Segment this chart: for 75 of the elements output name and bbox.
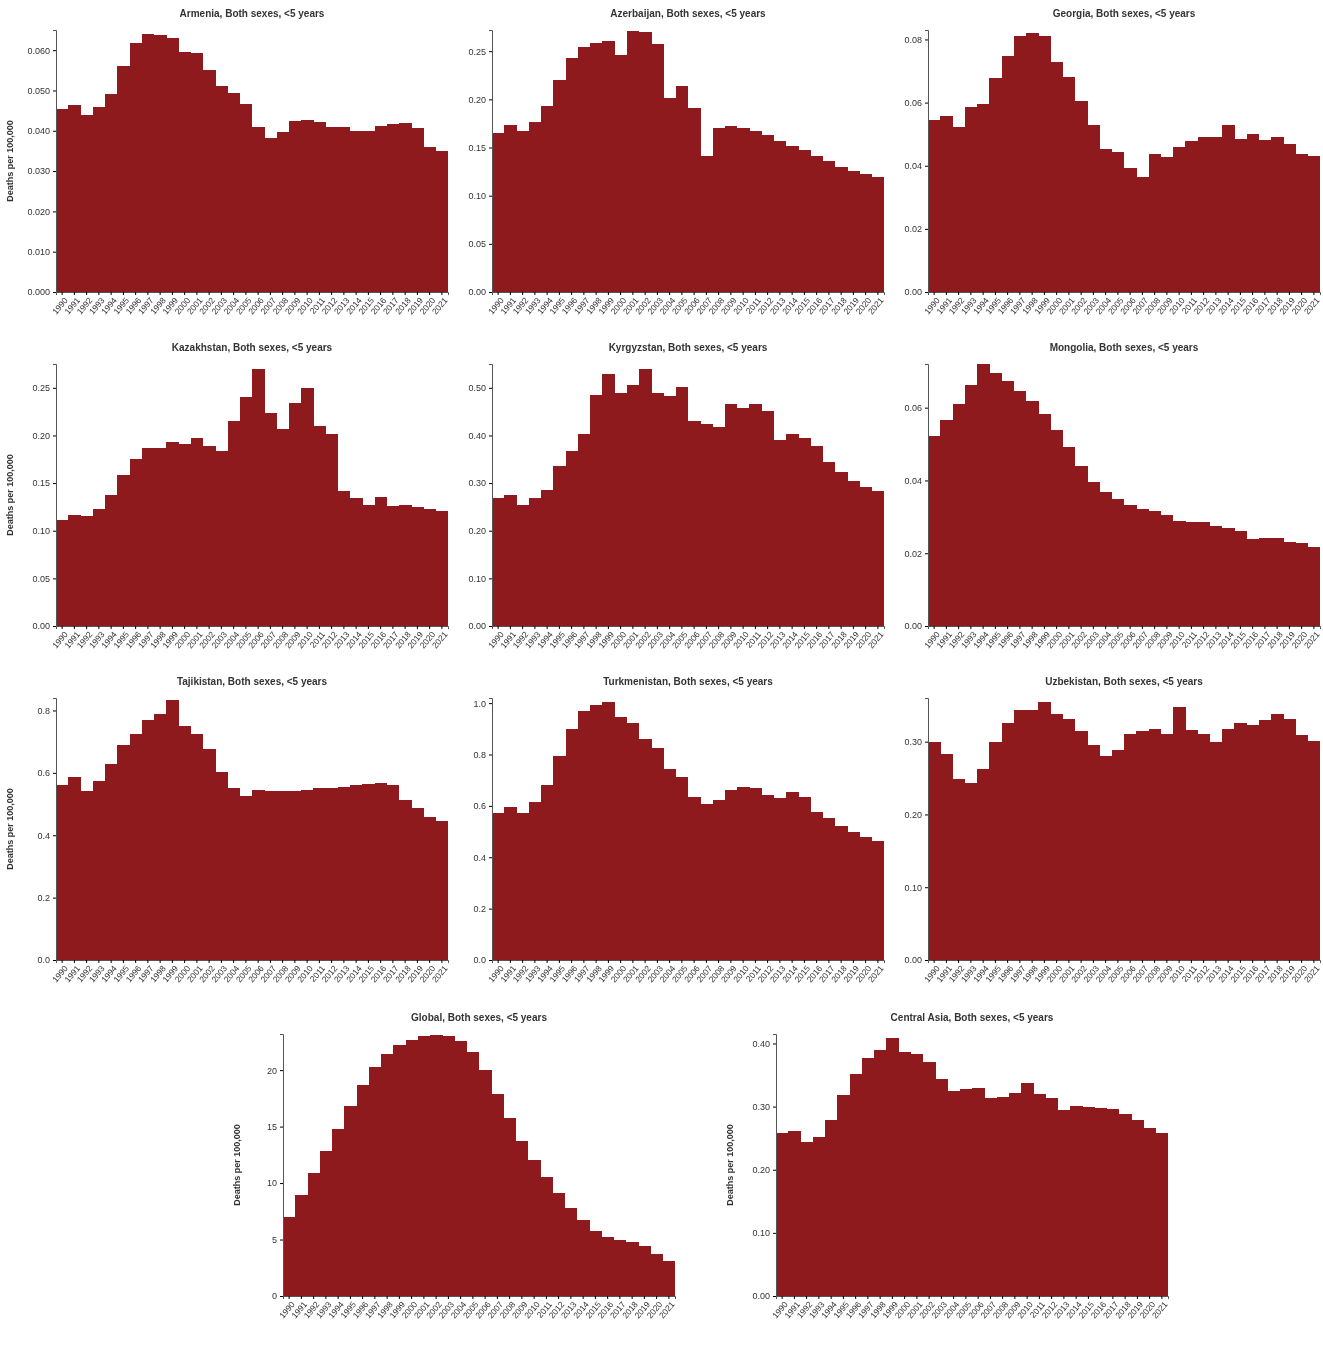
y-tick-label: 0.2	[37, 893, 50, 903]
y-tick-label: 0.30	[904, 737, 922, 748]
y-tick-label: 0.04	[904, 475, 922, 486]
y-tick-label: 0.020	[27, 206, 50, 217]
y-tick-label: 0.40	[468, 430, 486, 441]
chart-title: Tajikistan, Both sexes, <5 years	[176, 676, 328, 687]
y-tick-label: 0.20	[468, 526, 486, 537]
y-tick-label: 0.20	[32, 430, 50, 441]
y-tick-label: 0.25	[468, 46, 486, 57]
y-tick-label: 0.06	[904, 97, 922, 108]
y-tick-label: 0.20	[904, 809, 922, 820]
y-axis-title: Deaths per 100,000	[725, 1124, 735, 1206]
y-tick-label: 0.10	[468, 191, 486, 202]
y-tick-label: 0.02	[904, 548, 922, 559]
y-axis-title: Deaths per 100,000	[5, 454, 15, 536]
y-tick-label: 0.00	[468, 621, 486, 632]
y-tick-label: 0.05	[32, 573, 50, 584]
chart-title: Kazakhstan, Both sexes, <5 years	[171, 342, 333, 353]
chart-title: Mongolia, Both sexes, <5 years	[1049, 342, 1199, 353]
y-tick-label: 0.15	[32, 478, 50, 489]
chart-title: Georgia, Both sexes, <5 years	[1052, 8, 1196, 19]
chart-title: Kyrgyzstan, Both sexes, <5 years	[608, 342, 768, 353]
y-tick-label: 0.4	[473, 852, 486, 863]
y-tick-label: 0.30	[752, 1101, 770, 1112]
y-tick-label: 0.05	[468, 239, 486, 250]
y-tick-label: 5	[271, 1234, 277, 1245]
y-tick-label: 0.20	[468, 94, 486, 105]
y-tick-label: 15	[266, 1121, 277, 1132]
y-tick-label: 0.10	[32, 526, 50, 537]
chart-title: Uzbekistan, Both sexes, <5 years	[1045, 676, 1204, 687]
y-tick-label: 0.00	[904, 287, 922, 298]
y-tick-label: 0.10	[904, 882, 922, 893]
y-tick-label: 0.6	[473, 801, 486, 812]
y-tick-label: 0.00	[904, 621, 922, 632]
chart-title: Global, Both sexes, <5 years	[411, 1012, 548, 1023]
chart-title: Turkmenistan, Both sexes, <5 years	[603, 676, 774, 687]
y-tick-label: 0.060	[27, 45, 50, 56]
y-tick-label: 0.00	[752, 1291, 770, 1302]
y-tick-label: 0.0	[37, 955, 50, 966]
y-tick-label: 0.2	[473, 904, 486, 915]
y-tick-label: 0.06	[904, 403, 922, 414]
y-tick-label: 0.10	[752, 1228, 770, 1239]
chart-title: Azerbaijan, Both sexes, <5 years	[610, 8, 767, 19]
y-axis-title: Deaths per 100,000	[5, 788, 15, 870]
y-tick-label: 0	[271, 1291, 277, 1302]
y-tick-label: 0.15	[468, 142, 486, 153]
y-tick-label: 0.030	[27, 166, 50, 177]
y-tick-label: 0.40	[752, 1038, 770, 1049]
y-tick-label: 0.08	[904, 34, 922, 45]
y-tick-label: 0.050	[27, 85, 50, 96]
y-tick-label: 0.8	[37, 705, 50, 716]
y-tick-label: 0.00	[32, 621, 50, 632]
chart-title: Central Asia, Both sexes, <5 years	[890, 1012, 1054, 1023]
y-tick-label: 0.010	[27, 247, 50, 258]
y-tick-label: 0.000	[27, 287, 50, 298]
y-tick-label: 0.040	[27, 126, 50, 137]
y-axis-title: Deaths per 100,000	[5, 120, 15, 202]
y-tick-label: 10	[266, 1178, 277, 1189]
y-tick-label: 0.00	[904, 955, 922, 966]
y-tick-label: 0.04	[904, 161, 922, 172]
y-tick-label: 0.10	[468, 573, 486, 584]
chart-title: Armenia, Both sexes, <5 years	[179, 8, 325, 19]
y-tick-label: 0.02	[904, 224, 922, 235]
y-tick-label: 0.6	[37, 768, 50, 779]
y-tick-label: 1.0	[473, 698, 486, 709]
y-tick-label: 0.4	[37, 830, 50, 841]
y-tick-label: 0.20	[752, 1165, 770, 1176]
y-tick-label: 0.50	[468, 383, 486, 394]
y-tick-label: 20	[266, 1065, 277, 1076]
y-tick-label: 0.8	[473, 749, 486, 760]
y-axis-title: Deaths per 100,000	[232, 1124, 242, 1206]
y-tick-label: 0.00	[468, 287, 486, 298]
y-tick-label: 0.30	[468, 478, 486, 489]
y-tick-label: 0.25	[32, 383, 50, 394]
y-tick-label: 0.0	[473, 955, 486, 966]
